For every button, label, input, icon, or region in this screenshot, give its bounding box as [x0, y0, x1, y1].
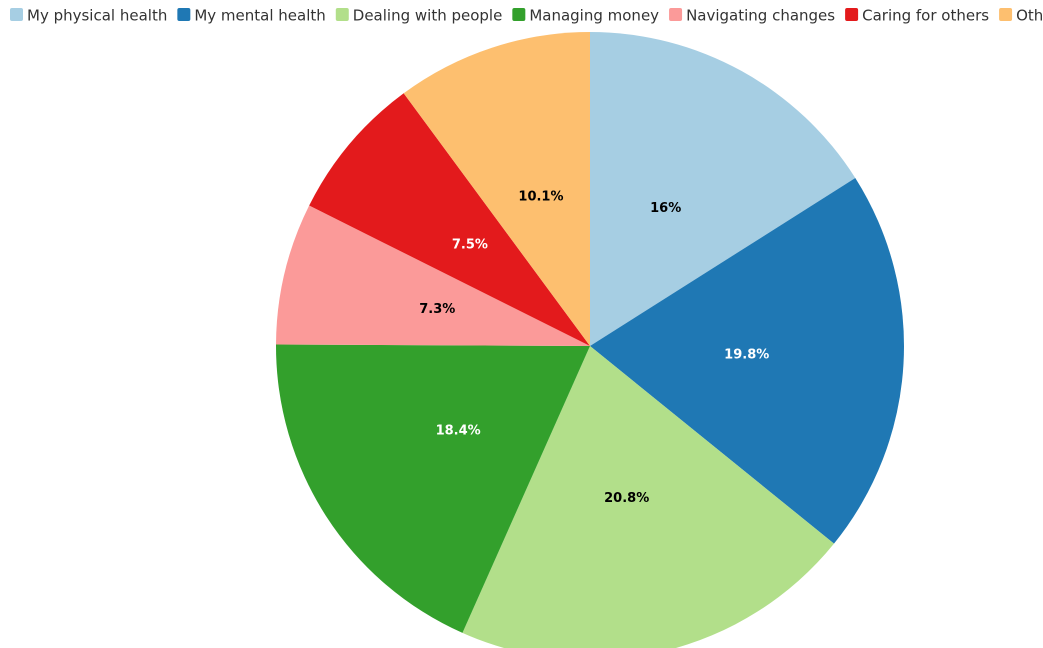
legend-swatch: [845, 8, 859, 21]
slice-label: 7.3%: [419, 302, 455, 317]
legend-label: Caring for others: [862, 7, 989, 25]
slice-label: 10.1%: [518, 189, 563, 204]
legend-label: Managing money: [529, 7, 659, 25]
legend-swatch: [10, 8, 23, 21]
slice-label: 19.8%: [724, 348, 769, 363]
legend-swatch: [512, 8, 526, 21]
pie-slice: [276, 205, 590, 346]
pie-slice: [462, 346, 834, 648]
pie-slice: [403, 32, 590, 346]
legend-label: Dealing with people: [353, 7, 503, 25]
pie-slice: [590, 178, 904, 544]
slice-label: 20.8%: [604, 491, 649, 506]
slice-label: 7.5%: [452, 237, 488, 252]
legend-label: My mental health: [194, 7, 325, 25]
pie-slice: [276, 344, 590, 633]
legend-swatch: [177, 8, 191, 21]
legend-label: Other: [1016, 7, 1043, 25]
pie-slice: [309, 93, 590, 347]
pie-slice: [590, 32, 856, 346]
legend-swatch: [669, 8, 683, 21]
slice-label: 16%: [650, 201, 681, 216]
legend-swatch: [335, 8, 349, 21]
slice-label: 18.4%: [436, 424, 481, 439]
legend-label: Navigating changes: [686, 7, 835, 25]
legend-label: My physical health: [27, 7, 167, 25]
legend-swatch: [999, 8, 1013, 21]
